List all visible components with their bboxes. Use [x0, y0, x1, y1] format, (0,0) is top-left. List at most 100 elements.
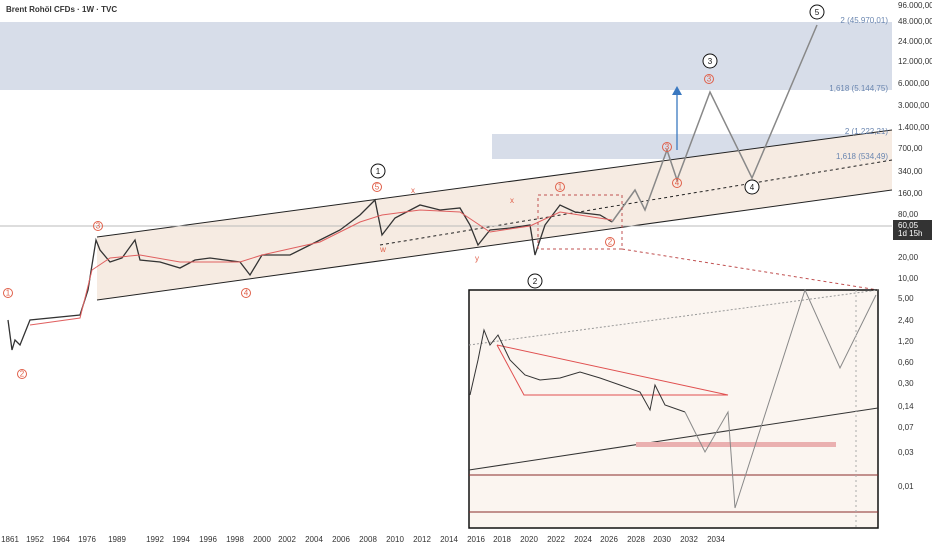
minor-label: 3 — [707, 75, 712, 84]
price-label: 0,30 — [898, 379, 914, 388]
inset-projection — [684, 288, 877, 509]
fib-label: 2 (45.970,01) — [840, 16, 888, 25]
channel-upper — [96, 129, 893, 238]
time-label: 2014 — [440, 535, 458, 544]
minor-label: 1 — [6, 289, 11, 298]
time-label: 2020 — [520, 535, 538, 544]
zoom-link — [621, 248, 879, 291]
price-label: 160,00 — [898, 189, 923, 198]
price-label: 96.000,00 — [898, 1, 932, 10]
channel-lower — [96, 189, 893, 301]
time-label: 2016 — [467, 535, 485, 544]
time-label: 2006 — [332, 535, 350, 544]
time-label: 2028 — [627, 535, 645, 544]
minor-label: 4 — [675, 179, 680, 188]
minor-circle — [3, 288, 13, 298]
minor-circle — [704, 74, 714, 84]
time-label: 2000 — [253, 535, 271, 544]
minor-circle — [17, 369, 27, 379]
wave-label: 1 — [376, 167, 381, 176]
minor-label: 4 — [244, 289, 249, 298]
price-label: 0,01 — [898, 482, 914, 491]
price-label: 2,40 — [898, 316, 914, 325]
minor-circle — [372, 182, 382, 192]
price-tag — [893, 220, 932, 240]
inset-frame — [468, 289, 879, 529]
price-label: 6.000,00 — [898, 79, 930, 88]
time-label: 1994 — [172, 535, 190, 544]
inset-zone — [636, 442, 836, 447]
fib-label: 2 (1.222,21) — [845, 127, 888, 136]
chart-title: Brent Rohöl CFDs · 1W · TVC — [6, 5, 117, 14]
time-label: 2026 — [600, 535, 618, 544]
zoom-box — [537, 194, 623, 250]
price-label: 80,00 — [898, 210, 919, 219]
price-tag-countdown: 1d 15h — [898, 229, 922, 238]
wave-circle — [702, 53, 718, 69]
price-label: 48.000,00 — [898, 17, 932, 26]
wave-label: 4 — [750, 183, 755, 192]
corrective-label: y — [475, 254, 479, 263]
inset-triangle — [496, 344, 729, 396]
time-axis — [0, 530, 893, 550]
time-label: 1996 — [199, 535, 217, 544]
price-label: 700,00 — [898, 144, 923, 153]
fib-label: 1,618 (5.144,75) — [829, 84, 888, 93]
channel-fill — [97, 130, 892, 300]
time-label: 2030 — [653, 535, 671, 544]
time-label: 1998 — [226, 535, 244, 544]
time-label: 2012 — [413, 535, 431, 544]
arrow-head — [672, 86, 682, 95]
minor-label: 3 — [665, 143, 670, 152]
inset-price — [469, 328, 686, 413]
price-label: 0,60 — [898, 358, 914, 367]
minor-circle — [672, 178, 682, 188]
price-label: 5,00 — [898, 294, 914, 303]
wave-circle — [744, 179, 760, 195]
time-label: 2032 — [680, 535, 698, 544]
inset-channel — [468, 289, 879, 346]
price-label: 0,07 — [898, 423, 914, 432]
wave-label: 2 — [533, 277, 538, 286]
price-label: 1,20 — [898, 337, 914, 346]
price-label: 3.000,00 — [898, 101, 930, 110]
minor-label: 2 — [20, 370, 25, 379]
minor-circle — [662, 142, 672, 152]
price-label: 1.400,00 — [898, 123, 930, 132]
inset — [468, 288, 879, 529]
wave-label: 3 — [708, 57, 713, 66]
minor-label: 3 — [96, 222, 101, 231]
wave-circle — [370, 163, 386, 179]
minor-circle — [605, 237, 615, 247]
fib-label: 1,618 (534,49) — [836, 152, 888, 161]
moving-average — [29, 209, 613, 326]
time-label: 2022 — [547, 535, 565, 544]
target-zone — [0, 22, 892, 90]
corrective-label: x — [411, 186, 415, 195]
price-tag-value: 60,05 — [898, 221, 919, 230]
wave-circle — [809, 4, 825, 20]
minor-circle — [241, 288, 251, 298]
inset-channel — [468, 407, 879, 471]
time-label: 1989 — [108, 535, 126, 544]
time-label: 1952 — [26, 535, 44, 544]
time-label: 1964 — [52, 535, 70, 544]
wave-circle — [527, 273, 543, 289]
price-label: 340,00 — [898, 167, 923, 176]
price-label: 12.000,00 — [898, 57, 932, 66]
time-label: 2034 — [707, 535, 725, 544]
price-label: 10,00 — [898, 274, 919, 283]
time-label: 1992 — [146, 535, 164, 544]
time-label: 2008 — [359, 535, 377, 544]
wave-label: 5 — [815, 8, 820, 17]
time-label: 2018 — [493, 535, 511, 544]
minor-label: 2 — [608, 238, 613, 247]
corrective-label: x — [510, 196, 514, 205]
time-label: 2002 — [278, 535, 296, 544]
minor-label: 1 — [558, 183, 563, 192]
time-label: 2024 — [574, 535, 592, 544]
price-axis — [893, 0, 932, 550]
minor-circle — [93, 221, 103, 231]
channel-mid — [379, 159, 893, 246]
